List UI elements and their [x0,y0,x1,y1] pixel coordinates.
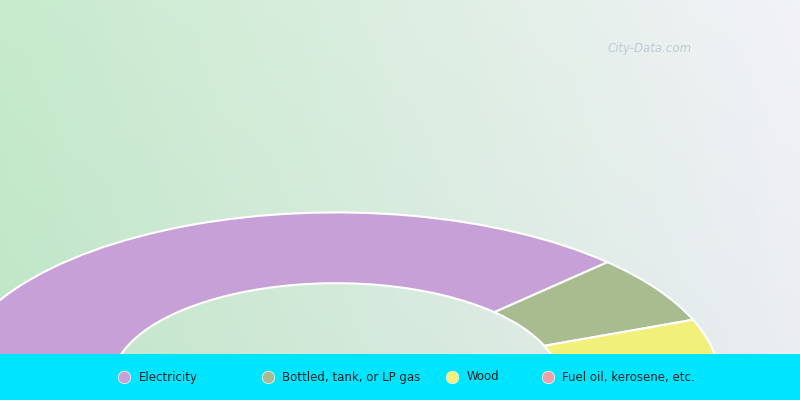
Wedge shape [0,212,607,382]
Wedge shape [494,262,693,346]
Text: Bottled, tank, or LP gas: Bottled, tank, or LP gas [282,370,421,384]
Text: City-Data.com: City-Data.com [608,42,692,56]
Text: Wood: Wood [466,370,499,384]
Wedge shape [558,361,720,382]
Text: Fuel oil, kerosene, etc.: Fuel oil, kerosene, etc. [562,370,695,384]
Wedge shape [544,320,717,370]
Text: Electricity: Electricity [138,370,198,384]
